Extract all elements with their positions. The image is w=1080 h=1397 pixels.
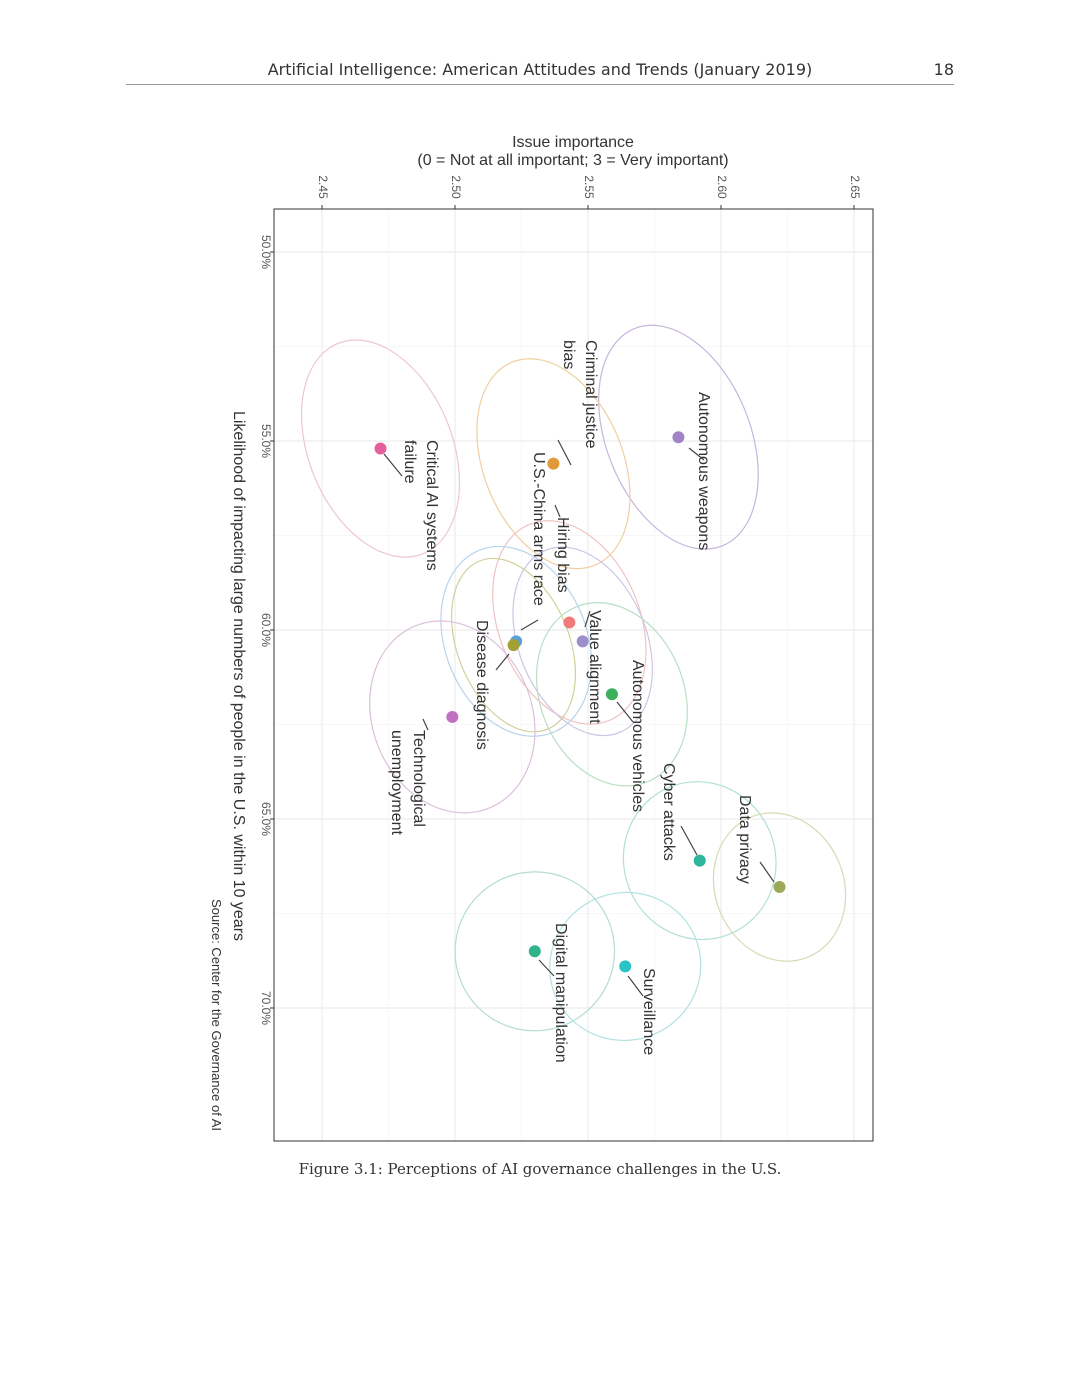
- point-3: [563, 616, 576, 629]
- plot-border: [273, 208, 874, 1142]
- point-label-0-line-0: Autonomous weapons: [695, 392, 712, 550]
- point-label-2-line-0: Critical AI systems: [423, 440, 440, 571]
- x-axis-label: Likelihood of impacting large numbers of…: [230, 411, 247, 941]
- point-11: [528, 945, 541, 958]
- ellipse-10: [712, 812, 847, 962]
- point-label-12-line-0: Surveillance: [640, 968, 657, 1055]
- point-0: [672, 431, 685, 444]
- chart-source: Source: Center for the Governance of AI: [209, 899, 224, 1131]
- page-header: Artificial Intelligence: American Attitu…: [126, 58, 954, 85]
- leader-line-2: [383, 453, 403, 477]
- point-label-10-line-0: Data privacy: [736, 795, 753, 884]
- point-label-8-line-0: Technological: [410, 730, 427, 827]
- x-tick-label-3: 65.0%: [259, 802, 273, 836]
- x-tick-label-4: 70.0%: [259, 991, 273, 1025]
- leader-line-1: [557, 439, 572, 466]
- ellipse-1: [476, 358, 631, 570]
- point-label-2-line-1: failure: [401, 440, 418, 484]
- y-tick-label-1: 2.50: [449, 175, 463, 199]
- point-label-1-line-0: Criminal justice: [582, 340, 599, 449]
- point-8: [446, 710, 459, 723]
- leader-line-11: [538, 959, 555, 977]
- ellipse-7: [535, 602, 688, 787]
- y-axis-ticks: 2.45 2.50 2.55 2.60 2.65: [316, 175, 862, 209]
- point-2: [374, 442, 387, 455]
- point-7: [605, 688, 618, 701]
- point-12: [619, 960, 632, 973]
- point-label-4-line-0: Value alignment: [586, 610, 603, 724]
- point-label-11-line-0: Digital manipulation: [552, 923, 569, 1063]
- x-tick-label-1: 55.0%: [259, 424, 273, 458]
- point-labels: Autonomous weapons Criminal justice bias Cr…: [388, 340, 753, 1063]
- point-6: [507, 639, 520, 652]
- ellipse-0: [598, 324, 759, 550]
- x-tick-label-0: 50.0%: [259, 235, 273, 269]
- point-10: [773, 881, 786, 894]
- y-tick-label-3: 2.60: [715, 175, 729, 199]
- point-label-8-line-1: unemployment: [388, 730, 405, 836]
- ellipse-9: [622, 781, 777, 941]
- running-title: Artificial Intelligence: American Attitu…: [267, 60, 813, 79]
- leader-line-5: [520, 619, 539, 631]
- leader-line-9: [680, 825, 698, 856]
- leader-line-6: [495, 653, 510, 671]
- leader-line-3: [554, 504, 561, 518]
- point-label-5-line-0: U.S.-China arms race: [530, 452, 547, 606]
- y-tick-label-2: 2.55: [582, 175, 596, 199]
- ellipse-11: [454, 871, 616, 1032]
- point-9: [693, 854, 706, 867]
- point-4: [576, 635, 589, 648]
- ellipse-12: [549, 891, 702, 1042]
- leader-line-4: [584, 610, 591, 628]
- axis-labels: Issue importance(0 = Not at all importan…: [209, 134, 729, 1131]
- y-axis-label-line2: (0 = Not at all important; 3 = Very impo…: [417, 152, 728, 169]
- leader-line-8: [422, 718, 429, 731]
- y-tick-label-0: 2.45: [316, 175, 330, 199]
- leader-line-7: [616, 701, 634, 723]
- ellipse-2: [300, 339, 461, 558]
- x-tick-label-2: 60.0%: [259, 613, 273, 647]
- ellipse-4: [512, 546, 653, 737]
- point-label-6-line-0: Disease diagnosis: [473, 620, 490, 750]
- y-tick-label-4: 2.65: [848, 175, 862, 199]
- leader-line-10: [759, 861, 775, 883]
- ellipse-3: [492, 520, 647, 725]
- point-label-7-line-0: Autonomous vehicles: [629, 660, 646, 812]
- y-axis-label-line1: Issue importance: [512, 134, 634, 151]
- data-points: [374, 431, 786, 973]
- point-1: [547, 457, 560, 470]
- x-axis-ticks: 50.0% 55.0% 60.0% 65.0% 70.0%: [259, 235, 274, 1025]
- page-number: 18: [933, 60, 954, 79]
- figure-caption: Figure 3.1: Perceptions of AI governance…: [298, 1160, 782, 1178]
- point-label-9-line-0: Cyber attacks: [660, 763, 677, 861]
- point-label-1-line-1: bias: [560, 340, 577, 369]
- leader-line-0: [688, 447, 705, 461]
- leader-lines: [383, 439, 775, 997]
- ellipse-8: [369, 620, 536, 814]
- point-label-3-line-0: Hiring bias: [554, 517, 571, 593]
- ellipse-5: [440, 545, 593, 737]
- leader-line-12: [627, 975, 644, 997]
